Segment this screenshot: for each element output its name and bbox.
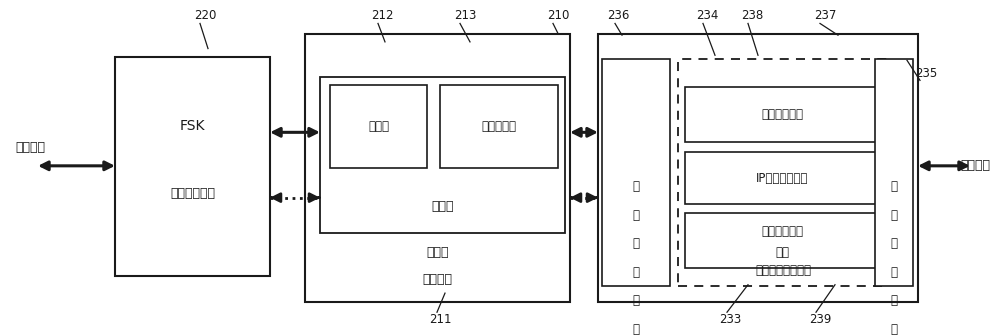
Text: 公: 公 [633,180,640,193]
Text: 239: 239 [809,314,831,326]
Text: 合: 合 [891,237,898,250]
Text: 并: 并 [891,266,898,279]
Text: 息: 息 [633,266,640,279]
Text: 据: 据 [891,209,898,222]
Text: 236: 236 [607,9,629,21]
Text: 语音接入模块: 语音接入模块 [761,108,803,121]
Text: 211: 211 [429,314,451,326]
Text: 用户接口: 用户接口 [960,159,990,172]
Bar [305,34,570,302]
Text: IP数据接入模块: IP数据接入模块 [756,172,808,185]
Text: 处理器: 处理器 [431,200,454,212]
Text: 理: 理 [891,323,898,335]
Text: 实时控制器: 实时控制器 [482,120,516,133]
Text: 233: 233 [719,314,741,326]
Text: 237: 237 [814,9,836,21]
Text: 处理器: 处理器 [426,247,449,259]
Bar [685,152,879,204]
Text: FSK: FSK [180,120,205,133]
Text: 成帧器: 成帧器 [368,120,389,133]
Text: 控制组件: 控制组件 [422,273,452,286]
Text: 220: 220 [194,9,216,21]
Text: 共: 共 [633,209,640,222]
Bar [875,59,913,286]
Bar [440,85,558,168]
Text: 234: 234 [696,9,718,21]
Bar [330,85,427,168]
Text: 用户信息接入单元: 用户信息接入单元 [755,264,811,277]
Text: 213: 213 [454,9,476,21]
Text: 装: 装 [633,323,640,335]
Text: 控制信号接入: 控制信号接入 [761,225,803,239]
Text: 模块: 模块 [775,246,789,259]
Text: 线缆接口: 线缆接口 [15,141,45,154]
Text: 235: 235 [915,67,937,80]
Text: 处: 处 [891,294,898,307]
Text: 调制解调单元: 调制解调单元 [170,187,215,200]
Bar [685,213,879,268]
Bar [115,57,270,276]
Text: 238: 238 [741,9,763,21]
Bar [320,77,565,233]
Text: 210: 210 [547,9,569,21]
Text: 212: 212 [371,9,393,21]
Text: 数: 数 [891,180,898,193]
Text: 组: 组 [633,294,640,307]
Bar [598,34,918,302]
Bar [685,87,879,142]
Bar [602,59,670,286]
Text: 信: 信 [633,237,640,250]
Bar [678,59,888,286]
